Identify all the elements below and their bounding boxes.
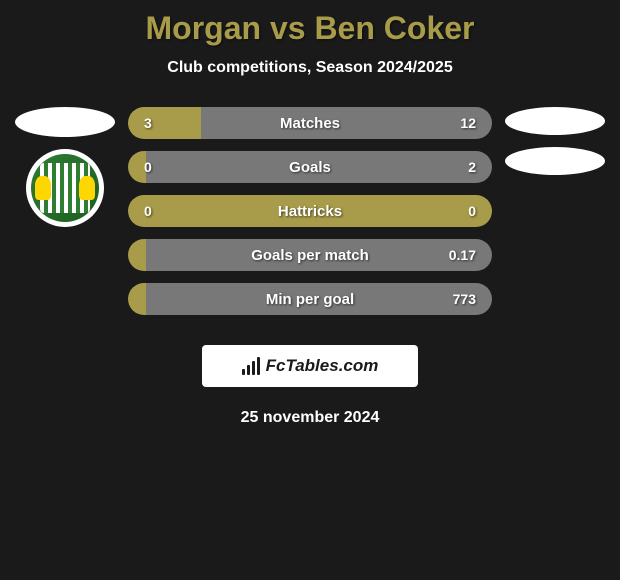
- stat-value-left: 3: [144, 115, 174, 131]
- date-text: 25 november 2024: [0, 409, 620, 427]
- comparison-area: 3 Matches 12 0 Goals 2 0 Hattricks 0 Goals per ma…: [0, 107, 620, 315]
- stat-row: 0 Hattricks 0: [128, 195, 492, 227]
- branding-banner: FcTables.com: [202, 345, 418, 387]
- stat-label: Hattricks: [278, 203, 342, 220]
- stat-row: Goals per match 0.17: [128, 239, 492, 271]
- branding-text: FcTables.com: [266, 356, 379, 376]
- stat-value-right: 0.17: [446, 247, 476, 263]
- player-right-club-badge: [505, 147, 605, 175]
- stat-content: Goals per match 0.17: [128, 239, 492, 271]
- stat-label: Goals per match: [251, 247, 369, 264]
- stat-content: 3 Matches 12: [128, 107, 492, 139]
- stat-value-right: 12: [446, 115, 476, 131]
- player-left-club-badge: [26, 149, 104, 227]
- stat-value-right: 0: [446, 203, 476, 219]
- stat-value-right: 2: [446, 159, 476, 175]
- stat-label: Goals: [289, 159, 331, 176]
- player-right-avatar: [505, 107, 605, 135]
- stats-column: 3 Matches 12 0 Goals 2 0 Hattricks 0 Goals per ma…: [128, 107, 492, 315]
- stat-row: Min per goal 773: [128, 283, 492, 315]
- subtitle: Club competitions, Season 2024/2025: [0, 59, 620, 77]
- stat-value-left: 0: [144, 203, 174, 219]
- page-title: Morgan vs Ben Coker: [0, 10, 620, 47]
- stat-label: Matches: [280, 115, 340, 132]
- stat-row: 3 Matches 12: [128, 107, 492, 139]
- stat-content: 0 Hattricks 0: [128, 195, 492, 227]
- stat-value-right: 773: [446, 291, 476, 307]
- chart-icon: [242, 357, 260, 375]
- stat-value-left: 0: [144, 159, 174, 175]
- left-player-col: [10, 107, 120, 227]
- stat-content: Min per goal 773: [128, 283, 492, 315]
- right-player-col: [500, 107, 610, 175]
- stat-label: Min per goal: [266, 291, 354, 308]
- player-left-avatar: [15, 107, 115, 137]
- stat-row: 0 Goals 2: [128, 151, 492, 183]
- stat-content: 0 Goals 2: [128, 151, 492, 183]
- comparison-widget: Morgan vs Ben Coker Club competitions, S…: [0, 0, 620, 437]
